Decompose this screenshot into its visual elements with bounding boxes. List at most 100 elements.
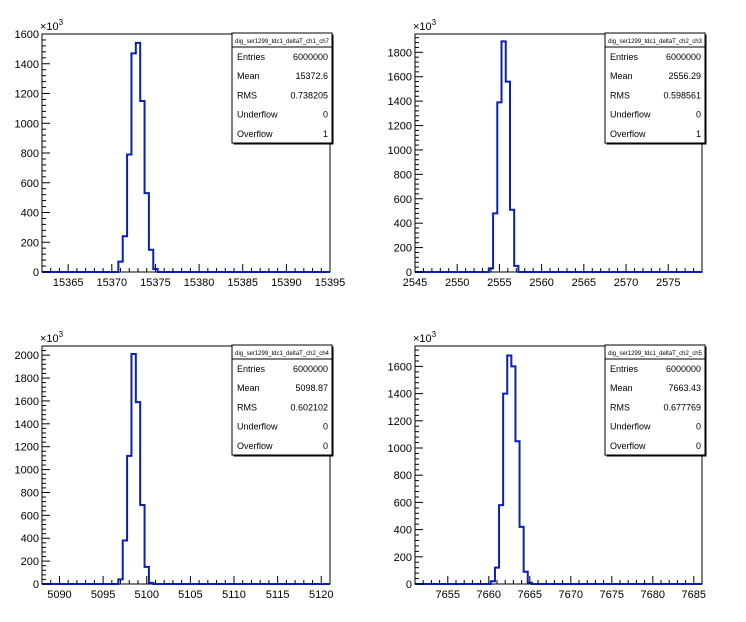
y-tick-label: 800 (394, 169, 412, 181)
y-tick-label: 1000 (15, 465, 39, 477)
y-tick-label: 800 (21, 148, 39, 160)
y-tick-label: 0 (33, 579, 39, 591)
stats-box (604, 32, 706, 144)
stats-value: 0 (323, 422, 328, 432)
histogram-bin (511, 366, 515, 584)
x-tick-label: 2545 (403, 277, 427, 289)
histogram-bin (497, 102, 501, 272)
y-exponent-label: ×103 (413, 330, 437, 345)
y-exponent-label: ×103 (40, 18, 64, 33)
x-tick-label: 2565 (572, 277, 596, 289)
histogram-panel-2: 2545 2550 2555 2560 2565 2570 2575 0 200 400 600 80… (388, 18, 707, 289)
stats-label: Underflow (610, 422, 651, 432)
stats-box (604, 344, 706, 456)
y-tick-label: 0 (33, 267, 39, 279)
stats-label: Overflow (237, 129, 273, 139)
x-tick-label: 5090 (47, 589, 71, 601)
y-tick-label: 600 (21, 510, 39, 522)
stats-value: 6000000 (666, 364, 701, 374)
histogram-panel-4: 7655 7660 7665 7670 7675 7680 7685 0 200 400 600 80… (388, 330, 707, 601)
histogram-line (415, 40, 702, 273)
histogram-bin (145, 193, 149, 272)
histogram-bin (123, 541, 127, 584)
stats-value: 6000000 (666, 52, 701, 62)
histogram-bin (510, 210, 514, 272)
histogram-bin (136, 43, 140, 272)
histogram-bin (149, 250, 153, 272)
stats-label: RMS (237, 402, 257, 412)
x-tick-label: 7655 (436, 589, 460, 601)
x-tick-label: 2555 (487, 277, 511, 289)
y-tick-label: 2000 (15, 350, 39, 362)
histogram-bin (131, 53, 135, 272)
y-tick-label: 1000 (388, 145, 412, 157)
y-tick-label: 200 (394, 243, 412, 255)
x-tick-label: 15390 (271, 277, 302, 289)
x-tick-label: 7660 (477, 589, 501, 601)
histogram-bin (506, 82, 510, 272)
y-exponent-label: ×103 (40, 330, 64, 345)
stats-value: 6000000 (293, 364, 328, 374)
y-tick-label: 1200 (388, 416, 412, 428)
stats-label: Overflow (610, 129, 646, 139)
y-tick-label: 600 (394, 194, 412, 206)
stats-value: 0 (696, 422, 701, 432)
x-tick-label: 15380 (184, 277, 215, 289)
histogram-bin (127, 456, 131, 584)
histogram-bin (502, 41, 506, 272)
histogram-bin (499, 505, 503, 584)
stats-label: Overflow (610, 441, 646, 451)
histogram-panel-3: 5090 5095 5100 5105 5110 5115 5120 0 200 400 600 80… (15, 330, 334, 601)
stats-label: Entries (610, 364, 639, 374)
stats-label: RMS (610, 402, 630, 412)
x-tick-label: 2550 (445, 277, 469, 289)
histogram-bin (136, 402, 140, 584)
stats-value: 6000000 (293, 52, 328, 62)
stats-value: 0.677769 (663, 402, 701, 412)
stats-value: 2556.29 (668, 71, 701, 81)
x-tick-label: 15375 (140, 277, 171, 289)
x-tick-label: 15370 (97, 277, 128, 289)
y-tick-label: 1800 (388, 47, 412, 59)
x-tick-label: 5100 (134, 589, 158, 601)
y-tick-label: 400 (21, 208, 39, 220)
y-tick-label: 0 (406, 267, 412, 279)
y-tick-label: 1000 (388, 443, 412, 455)
x-tick-label: 5115 (266, 589, 290, 601)
y-tick-label: 1000 (15, 118, 39, 130)
histogram-bin (140, 505, 144, 584)
stats-title: dig_ser1299_tdc1_deltaT_ch2_ch4 (235, 351, 329, 357)
stats-value: 0 (323, 441, 328, 451)
stats-box (231, 344, 333, 456)
stats-label: Overflow (237, 441, 273, 451)
stats-label: Mean (610, 71, 633, 81)
y-tick-label: 200 (394, 552, 412, 564)
y-tick-label: 400 (21, 533, 39, 545)
y-tick-label: 1400 (388, 96, 412, 108)
stats-value: 7663.43 (668, 383, 701, 393)
stats-value: 0 (696, 110, 701, 120)
y-tick-label: 1200 (15, 442, 39, 454)
stats-title: dig_ser1299_tdc1_deltaT_ch2_ch3 (608, 39, 702, 45)
y-tick-label: 800 (394, 470, 412, 482)
x-tick-label: 2560 (529, 277, 553, 289)
histogram-bin (123, 236, 127, 272)
histogram-bin (520, 527, 524, 584)
histogram-bin (140, 101, 144, 272)
histogram-bin (503, 394, 507, 584)
stats-label: RMS (237, 90, 257, 100)
y-tick-label: 1600 (388, 72, 412, 84)
stats-value: 0.738205 (290, 90, 328, 100)
stats-label: Mean (237, 383, 260, 393)
x-tick-label: 5105 (178, 589, 202, 601)
histogram-panel-1: 15365 15370 15375 15380 15385 15390 15395 0 200 4… (15, 18, 346, 289)
stats-title: dig_ser1299_tdc1_deltaT_ch1_ch7 (235, 39, 329, 45)
y-tick-label: 1600 (15, 29, 39, 41)
histogram-bin (507, 356, 511, 584)
y-tick-label: 400 (394, 218, 412, 230)
y-tick-label: 1800 (15, 373, 39, 385)
x-tick-label: 7675 (600, 589, 624, 601)
x-tick-label: 2570 (614, 277, 638, 289)
stats-title: dig_ser1299_tdc1_deltaT_ch2_ch5 (608, 351, 702, 357)
y-tick-label: 1200 (388, 121, 412, 133)
